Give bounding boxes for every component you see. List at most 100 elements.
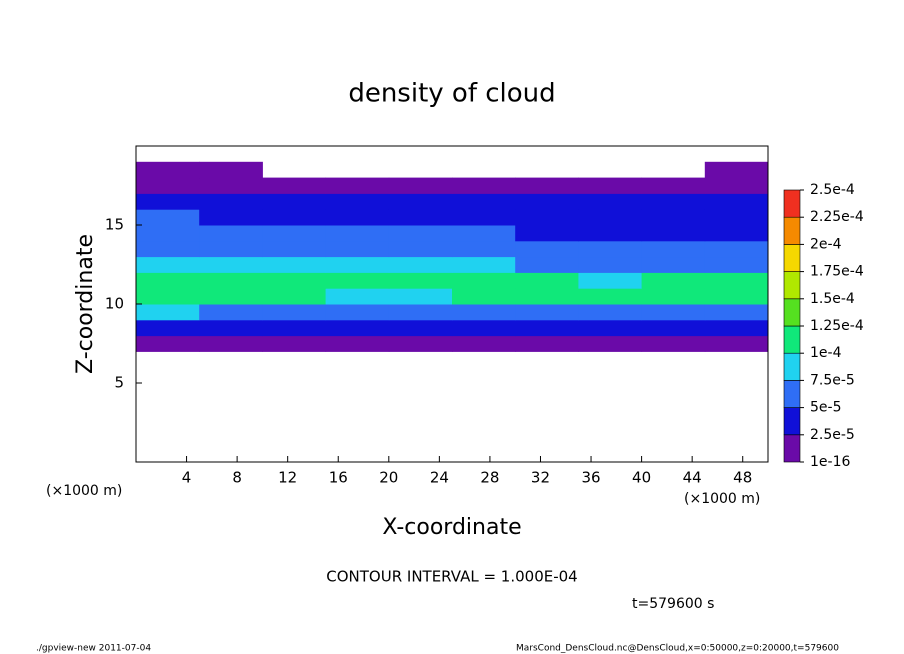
- cell: [452, 288, 516, 305]
- cell: [641, 272, 706, 289]
- x-tick-label: 40: [632, 469, 651, 487]
- cell: [262, 225, 327, 242]
- annotation: CONTOUR INTERVAL = 1.000E-04: [326, 568, 577, 586]
- cell: [199, 193, 263, 210]
- x-tick-label: 24: [430, 469, 449, 487]
- cell: [199, 161, 263, 179]
- cell: [515, 240, 579, 258]
- cell: [136, 272, 200, 289]
- cell: [704, 225, 769, 242]
- cell: [136, 304, 200, 321]
- cell: [578, 304, 643, 321]
- cell: [388, 193, 453, 210]
- cell: [136, 240, 200, 258]
- cell: [704, 335, 769, 352]
- cell: [325, 209, 390, 226]
- y-tick-label: 5: [114, 374, 124, 392]
- cell: [325, 304, 390, 321]
- cell: [136, 225, 200, 242]
- cell: [388, 272, 453, 289]
- colorbar-box: [783, 434, 801, 463]
- colorbar-label: 2.25e-4: [810, 209, 864, 225]
- cell: [262, 193, 327, 210]
- colorbar-label: 1.25e-4: [810, 318, 864, 334]
- cell: [452, 177, 516, 194]
- cell: [199, 225, 263, 242]
- cell: [704, 256, 769, 273]
- cell: [262, 272, 327, 289]
- cell: [578, 225, 643, 242]
- cell: [325, 225, 390, 242]
- cell: [578, 256, 643, 273]
- cell: [704, 240, 769, 258]
- colorbar-label: 1.5e-4: [810, 291, 855, 307]
- cell: [641, 335, 706, 352]
- cell: [199, 240, 263, 258]
- cell: [388, 240, 453, 258]
- cell: [136, 288, 200, 305]
- cell: [641, 256, 706, 273]
- x-axis-label: X-coordinate: [382, 515, 521, 540]
- colorbar-box: [783, 407, 801, 436]
- cell: [199, 288, 263, 305]
- cell: [199, 209, 263, 226]
- cell: [452, 240, 516, 258]
- cell: [136, 335, 200, 352]
- cell: [388, 209, 453, 226]
- cell: [578, 272, 643, 289]
- cell: [578, 193, 643, 210]
- field: [136, 161, 769, 352]
- cell: [704, 209, 769, 226]
- cell: [136, 209, 200, 226]
- cell: [578, 177, 643, 194]
- colorbar-box: [783, 216, 801, 245]
- colorbar-box: [783, 189, 801, 218]
- cell: [515, 256, 579, 273]
- cell: [136, 319, 200, 337]
- colorbar-box: [783, 244, 801, 272]
- cell: [704, 319, 769, 337]
- y-axis-label: Z-coordinate: [73, 234, 98, 374]
- time-label: t=579600 s: [632, 596, 714, 612]
- cell: [325, 288, 390, 305]
- cell: [515, 319, 579, 337]
- cell: [452, 304, 516, 321]
- cell: [704, 161, 769, 179]
- cell: [262, 209, 327, 226]
- colorbar-label: 2e-4: [810, 236, 842, 252]
- cell: [641, 288, 706, 305]
- y-tick-label: 10: [105, 295, 124, 313]
- cell: [515, 304, 579, 321]
- x-tick-label: 36: [581, 469, 600, 487]
- cell: [325, 177, 390, 194]
- cell: [136, 177, 200, 194]
- cell: [388, 256, 453, 273]
- colorbar-label: 1.75e-4: [810, 264, 864, 280]
- chart-title: density of cloud: [348, 79, 555, 109]
- cell: [452, 209, 516, 226]
- colorbar-box: [783, 380, 801, 408]
- x-tick-label: 44: [683, 469, 702, 487]
- x-tick-label: 32: [531, 469, 550, 487]
- cell: [262, 240, 327, 258]
- cell: [704, 288, 769, 305]
- cell: [578, 335, 643, 352]
- cell: [704, 193, 769, 210]
- colorbar-box: [783, 271, 801, 300]
- cell: [452, 319, 516, 337]
- cell: [388, 225, 453, 242]
- cell: [325, 256, 390, 273]
- cell: [262, 177, 327, 194]
- x-tick-label: 4: [182, 469, 192, 487]
- y-unit: (×1000 m): [684, 491, 760, 507]
- cell: [452, 335, 516, 352]
- colorbar-label: 1e-16: [810, 454, 850, 470]
- cell: [515, 177, 579, 194]
- colorbar-box: [783, 352, 801, 381]
- cell: [641, 304, 706, 321]
- cell: [515, 209, 579, 226]
- cell: [704, 177, 769, 194]
- cell: [515, 288, 579, 305]
- cell: [325, 335, 390, 352]
